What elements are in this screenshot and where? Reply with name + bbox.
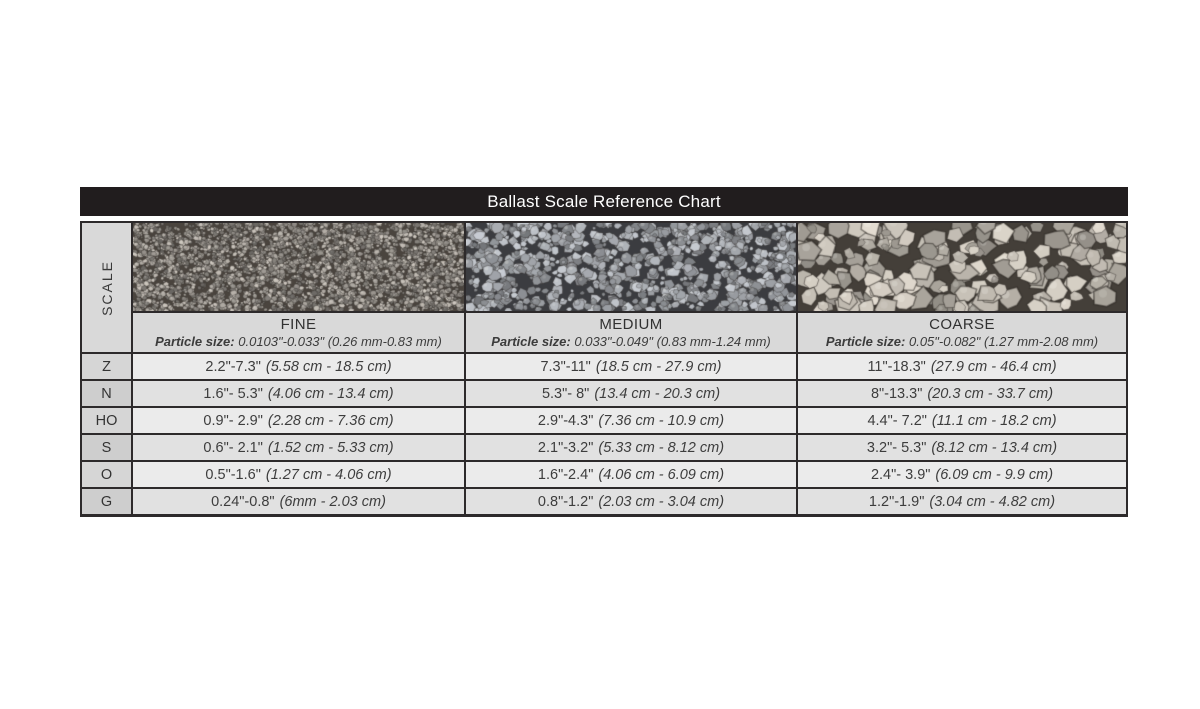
scale-row-label-g: G <box>82 489 131 514</box>
ballast-size-cell: 0.6"- 2.1" (1.52 cm - 5.33 cm) <box>133 435 464 460</box>
column-header-coarse: COARSE Particle size: 0.05"-0.082" (1.27… <box>798 313 1126 352</box>
ballast-size-cell: 2.1"-3.2" (5.33 cm - 8.12 cm) <box>466 435 796 460</box>
scale-row-label-s: S <box>82 435 131 460</box>
column-title: MEDIUM <box>599 315 663 333</box>
ballast-size-cell: 3.2"- 5.3" (8.12 cm - 13.4 cm) <box>798 435 1126 460</box>
ballast-table: SCALE FINE Particle size: 0.0103"-0.033"… <box>80 221 1128 517</box>
chart-title-bar: Ballast Scale Reference Chart <box>80 187 1128 216</box>
column-header-medium: MEDIUM Particle size: 0.033"-0.049" (0.8… <box>466 313 796 352</box>
fine-ballast-photo <box>133 223 464 311</box>
scale-row-label-ho: HO <box>82 408 131 433</box>
ballast-size-cell: 1.6"-2.4" (4.06 cm - 6.09 cm) <box>466 462 796 487</box>
ballast-scale-reference-chart: Ballast Scale Reference Chart SCALE FINE… <box>80 187 1128 517</box>
particle-size-note: Particle size: 0.0103"-0.033" (0.26 mm-0… <box>155 334 442 350</box>
scale-row-label-z: Z <box>82 354 131 379</box>
chart-title: Ballast Scale Reference Chart <box>487 191 721 211</box>
scale-row-label-o: O <box>82 462 131 487</box>
ballast-size-cell: 2.9"-4.3" (7.36 cm - 10.9 cm) <box>466 408 796 433</box>
ballast-size-cell: 0.8"-1.2" (2.03 cm - 3.04 cm) <box>466 489 796 514</box>
coarse-gravel-texture <box>798 223 1126 311</box>
ballast-size-cell: 1.2"-1.9" (3.04 cm - 4.82 cm) <box>798 489 1126 514</box>
ballast-size-cell: 5.3"- 8" (13.4 cm - 20.3 cm) <box>466 381 796 406</box>
coarse-ballast-photo <box>798 223 1126 311</box>
ballast-size-cell: 8"-13.3" (20.3 cm - 33.7 cm) <box>798 381 1126 406</box>
column-title: COARSE <box>929 315 995 333</box>
medium-ballast-photo <box>466 223 796 311</box>
ballast-size-cell: 4.4"- 7.2" (11.1 cm - 18.2 cm) <box>798 408 1126 433</box>
particle-size-note: Particle size: 0.05"-0.082" (1.27 mm-2.0… <box>825 334 1099 350</box>
column-header-fine: FINE Particle size: 0.0103"-0.033" (0.26… <box>133 313 464 352</box>
ballast-size-cell: 1.6"- 5.3" (4.06 cm - 13.4 cm) <box>133 381 464 406</box>
ballast-size-cell: 11"-18.3" (27.9 cm - 46.4 cm) <box>798 354 1126 379</box>
ballast-size-cell: 0.24"-0.8" (6mm - 2.03 cm) <box>133 489 464 514</box>
ballast-size-cell: 7.3"-11" (18.5 cm - 27.9 cm) <box>466 354 796 379</box>
scale-axis-label: SCALE <box>98 259 115 316</box>
title-divider <box>80 216 1128 221</box>
ballast-size-cell: 0.9"- 2.9" (2.28 cm - 7.36 cm) <box>133 408 464 433</box>
fine-gravel-texture <box>133 223 464 311</box>
ballast-size-cell: 0.5"-1.6" (1.27 cm - 4.06 cm) <box>133 462 464 487</box>
medium-gravel-texture <box>466 223 796 311</box>
scale-row-label-n: N <box>82 381 131 406</box>
ballast-size-cell: 2.4"- 3.9" (6.09 cm - 9.9 cm) <box>798 462 1126 487</box>
scale-axis-cell: SCALE <box>82 223 131 352</box>
particle-size-note: Particle size: 0.033"-0.049" (0.83 mm-1.… <box>491 334 771 350</box>
ballast-size-cell: 2.2"-7.3" (5.58 cm - 18.5 cm) <box>133 354 464 379</box>
column-title: FINE <box>280 315 317 333</box>
